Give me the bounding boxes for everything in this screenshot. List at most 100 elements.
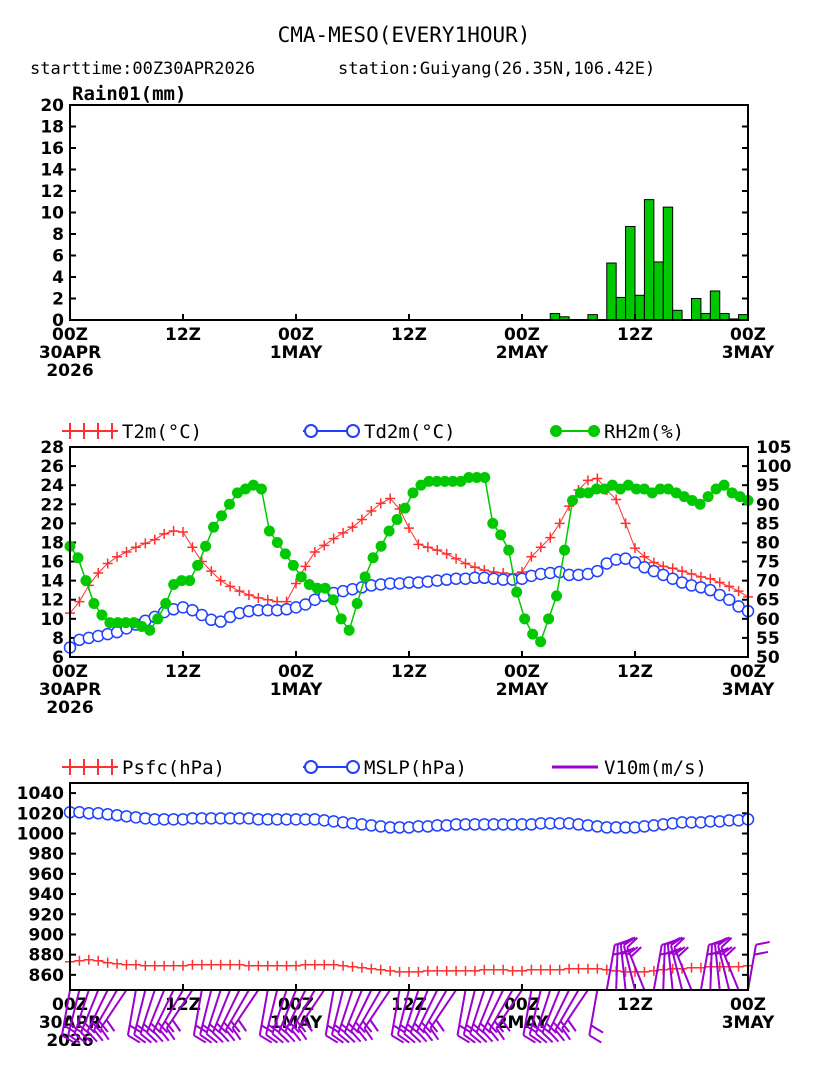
- wind-barb-staff: [211, 989, 232, 1034]
- wind-barb-flag: [541, 1031, 554, 1043]
- t2m-point: [630, 543, 640, 554]
- rain-bar: [606, 262, 617, 321]
- rain-x-tick-label: 00Z: [278, 325, 314, 345]
- psfc-point: [413, 966, 424, 977]
- wind-barb-flag: [218, 1030, 230, 1043]
- rh2m-point: [407, 487, 419, 499]
- t2m-point: [677, 566, 688, 577]
- psfc-point: [733, 961, 744, 972]
- rh2m-point: [535, 636, 547, 648]
- t2m-point: [582, 475, 593, 486]
- t2m-point: [168, 526, 179, 536]
- wind-barb-staff: [662, 943, 666, 991]
- rain-y-tick-label: 10: [40, 204, 64, 224]
- t2m-point: [535, 542, 546, 553]
- psfc-point: [187, 959, 198, 970]
- rh2m-point: [279, 548, 291, 560]
- wind-barb-staff: [469, 989, 486, 1035]
- wind-barb-flag: [469, 1032, 482, 1044]
- wind-barb-staff: [619, 944, 627, 991]
- rh2m-point: [104, 617, 116, 629]
- rh2m-point: [176, 575, 188, 587]
- wind-barb-flag: [139, 1032, 153, 1044]
- wind-barb-flag: [303, 1019, 313, 1032]
- wind-barb-staff: [146, 989, 166, 1034]
- wind-barb-flag: [559, 1020, 571, 1033]
- wind-barb-staff: [561, 989, 589, 1029]
- rh2m-point: [335, 613, 347, 625]
- wind-barb-flag: [391, 1034, 405, 1044]
- wind-barb-flag: [259, 1034, 273, 1044]
- rh2m-point: [208, 521, 220, 533]
- wind-barb-staff: [297, 989, 326, 1029]
- wind-barb-staff: [61, 989, 71, 1036]
- wind-barb-flag: [93, 1029, 104, 1042]
- wind-barb-staff: [126, 989, 137, 1036]
- psfc-point: [526, 964, 537, 975]
- wind-barb-flag: [223, 1021, 235, 1034]
- wind-barb-flag: [325, 1034, 339, 1044]
- wind-barb-flag: [548, 1030, 560, 1043]
- rain-y-tick-label: 12: [40, 182, 64, 202]
- psfc-point: [178, 960, 188, 971]
- psfc-point: [479, 964, 490, 975]
- wind-barb-flag: [719, 946, 733, 957]
- pressure-y-tick-label: 1000: [17, 824, 64, 844]
- pressure-y-tick-label: 940: [29, 885, 65, 905]
- thermo-x-tick-label: 30APR: [39, 680, 101, 700]
- wind-barb-flag: [362, 1020, 373, 1033]
- t2m-point: [667, 563, 678, 574]
- wind-barb-flag: [284, 1030, 296, 1043]
- wind-barb-flag: [625, 946, 639, 957]
- wind-barb-flag: [493, 1020, 505, 1033]
- chart-title: CMA-MESO(EVERY1HOUR): [278, 23, 531, 47]
- wind-barb-flag: [535, 1032, 548, 1044]
- psfc-point: [206, 959, 217, 970]
- rh2m-point: [487, 517, 499, 529]
- t2m-point: [178, 526, 188, 537]
- wind-barb-flag: [626, 937, 639, 949]
- rain-y-tick-label: 8: [52, 225, 64, 245]
- thermo-y-left-tick-label: 16: [40, 553, 64, 573]
- t2m-point: [413, 539, 424, 550]
- wind-barb-staff: [290, 989, 316, 1031]
- thermo-x-tick-label: 00Z: [52, 662, 88, 682]
- wind-barb-staff: [709, 943, 713, 991]
- t2m-point: [366, 505, 377, 516]
- wind-barb-flag: [482, 1030, 494, 1043]
- wind-barb-flag: [456, 1034, 471, 1044]
- t2m-point: [300, 561, 311, 572]
- thermo-y-left-tick-label: 24: [40, 476, 64, 496]
- wind-barb-flag: [420, 1021, 432, 1034]
- rain-y-tick-label: 20: [40, 96, 64, 116]
- wind-barb-staff: [192, 989, 203, 1036]
- wind-barb-flag: [522, 1034, 536, 1044]
- rh2m-point: [694, 498, 706, 510]
- t2m-point: [404, 523, 414, 534]
- psfc-point: [93, 955, 104, 966]
- t2m-point: [714, 577, 725, 588]
- wind-barb-flag: [720, 937, 733, 949]
- t2m-point: [554, 518, 565, 529]
- wind-barb-staff: [720, 946, 740, 991]
- rh2m-point: [503, 544, 515, 556]
- thermo-x-tick-label: 12Z: [165, 662, 201, 682]
- t2m-point: [291, 578, 301, 589]
- wind-barb-flag: [670, 936, 683, 947]
- thermo-x-tick-label: 3MAY: [722, 680, 775, 700]
- wind-barb-staff: [488, 989, 514, 1031]
- pressure-x-tick-label: 30APR: [39, 1013, 101, 1033]
- wind-barb-staff: [271, 989, 288, 1035]
- psfc-point: [262, 960, 273, 971]
- psfc-point: [309, 959, 320, 970]
- pressure-y-tick-label: 860: [29, 966, 65, 986]
- wind-barb-staff: [218, 989, 241, 1032]
- pressure-legend: Psfc(hPa) MSLP(hPa) V10m(m/s): [62, 757, 707, 779]
- rh2m-point: [399, 502, 411, 514]
- rh2m-point: [72, 552, 84, 564]
- wind-barb-staff: [396, 989, 410, 1035]
- wind-barb-staff: [622, 945, 636, 991]
- rain-plot-frame: [69, 104, 749, 321]
